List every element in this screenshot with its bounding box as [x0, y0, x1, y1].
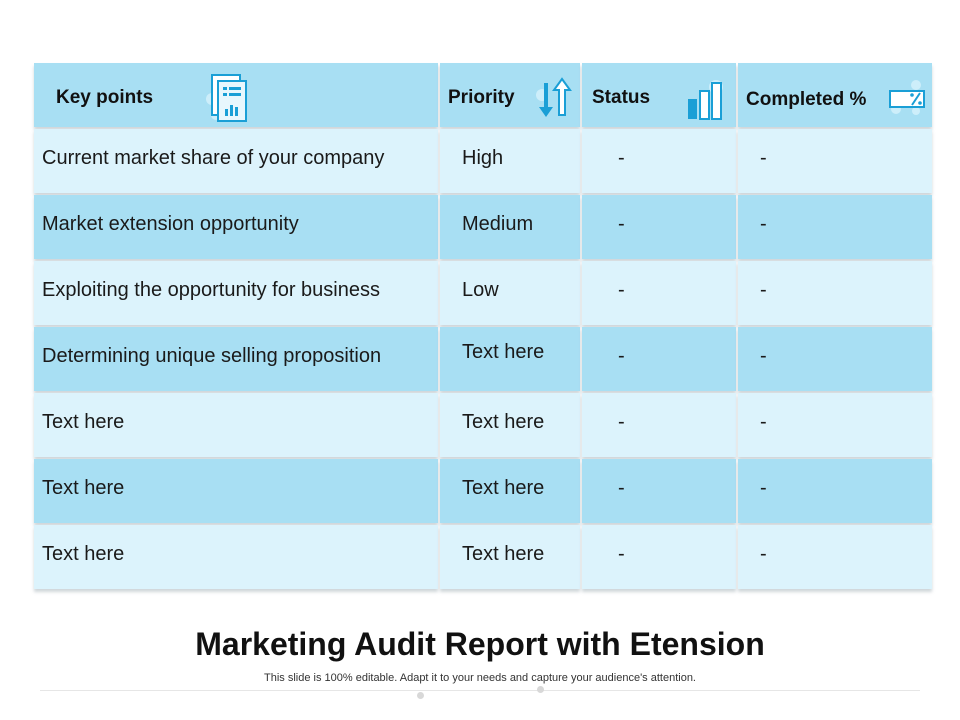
- key-point-text: Text here: [42, 411, 125, 433]
- status-text: -: [618, 345, 625, 367]
- decorative-dot: [417, 692, 424, 699]
- cell-completed: -: [738, 393, 932, 457]
- cell-status: -: [582, 195, 736, 259]
- priority-text: Medium: [462, 213, 534, 235]
- cell-key-point: Determining unique selling proposition: [34, 327, 438, 391]
- cell-key-point: Text here: [34, 525, 438, 589]
- cell-completed: -: [738, 129, 932, 193]
- cell-priority: Medium: [440, 195, 580, 259]
- status-text: -: [618, 411, 625, 433]
- header-cell-priority: Priority: [440, 63, 580, 127]
- priority-text: Low: [462, 279, 499, 301]
- percent-icon: [886, 79, 930, 124]
- up-down-arrows-icon: [536, 77, 574, 124]
- cell-completed: -: [738, 195, 932, 259]
- table-header-row: Key points Priority: [34, 63, 932, 129]
- status-text: -: [618, 213, 625, 235]
- header-completed: Completed %: [746, 89, 867, 110]
- key-point-text: Market extension opportunity: [42, 213, 299, 235]
- status-text: -: [618, 279, 625, 301]
- completed-text: -: [760, 147, 767, 169]
- table-row: Market extension opportunity Medium - -: [34, 195, 932, 261]
- status-text: -: [618, 543, 625, 565]
- slide-title: Marketing Audit Report with Etension: [195, 626, 765, 662]
- cell-key-point: Text here: [34, 459, 438, 523]
- completed-text: -: [760, 543, 767, 565]
- priority-text: Text here: [462, 477, 545, 499]
- header-cell-status: Status: [582, 63, 736, 127]
- cell-completed: -: [738, 327, 932, 391]
- completed-text: -: [760, 213, 767, 235]
- priority-text: Text here: [462, 543, 545, 565]
- cell-status: -: [582, 327, 736, 391]
- status-text: -: [618, 147, 625, 169]
- completed-text: -: [760, 279, 767, 301]
- status-text: -: [618, 477, 625, 499]
- cell-key-point: Current market share of your company: [34, 129, 438, 193]
- header-cell-key-points: Key points: [34, 63, 438, 127]
- cell-key-point: Market extension opportunity: [34, 195, 438, 259]
- cell-priority: Low: [440, 261, 580, 325]
- table-row: Current market share of your company Hig…: [34, 129, 932, 195]
- cell-completed: -: [738, 525, 932, 589]
- table-row: Text here Text here - -: [34, 459, 932, 525]
- cell-priority: Text here: [440, 327, 580, 391]
- cell-key-point: Exploiting the opportunity for business: [34, 261, 438, 325]
- slide-subtitle: This slide is 100% editable. Adapt it to…: [264, 672, 696, 684]
- table-row: Determining unique selling proposition T…: [34, 327, 932, 393]
- key-point-text: Exploiting the opportunity for business: [42, 279, 380, 301]
- cell-priority: High: [440, 129, 580, 193]
- header-status: Status: [592, 87, 651, 108]
- priority-text: Text here: [462, 341, 545, 363]
- cell-status: -: [582, 129, 736, 193]
- table-row: Text here Text here - -: [34, 525, 932, 591]
- table-row: Text here Text here - -: [34, 393, 932, 459]
- cell-status: -: [582, 459, 736, 523]
- header-key-points: Key points: [56, 87, 154, 108]
- completed-text: -: [760, 411, 767, 433]
- decorative-line: [40, 690, 920, 691]
- key-point-text: Current market share of your company: [42, 147, 385, 169]
- completed-text: -: [760, 477, 767, 499]
- cell-completed: -: [738, 261, 932, 325]
- bar-chart-icon: [686, 79, 726, 128]
- key-point-text: Text here: [42, 477, 125, 499]
- header-priority: Priority: [448, 87, 515, 108]
- cell-priority: Text here: [440, 393, 580, 457]
- cell-priority: Text here: [440, 525, 580, 589]
- completed-text: -: [760, 345, 767, 367]
- key-point-text: Determining unique selling proposition: [42, 345, 382, 367]
- priority-text: Text here: [462, 411, 545, 433]
- key-point-text: Text here: [42, 543, 125, 565]
- priority-text: High: [462, 147, 504, 169]
- cell-status: -: [582, 393, 736, 457]
- cell-priority: Text here: [440, 459, 580, 523]
- report-document-icon: [206, 71, 250, 130]
- table-row: Exploiting the opportunity for business …: [34, 261, 932, 327]
- cell-status: -: [582, 525, 736, 589]
- cell-key-point: Text here: [34, 393, 438, 457]
- cell-status: -: [582, 261, 736, 325]
- cell-completed: -: [738, 459, 932, 523]
- header-cell-completed: Completed %: [738, 63, 932, 127]
- decorative-dot: [537, 686, 544, 693]
